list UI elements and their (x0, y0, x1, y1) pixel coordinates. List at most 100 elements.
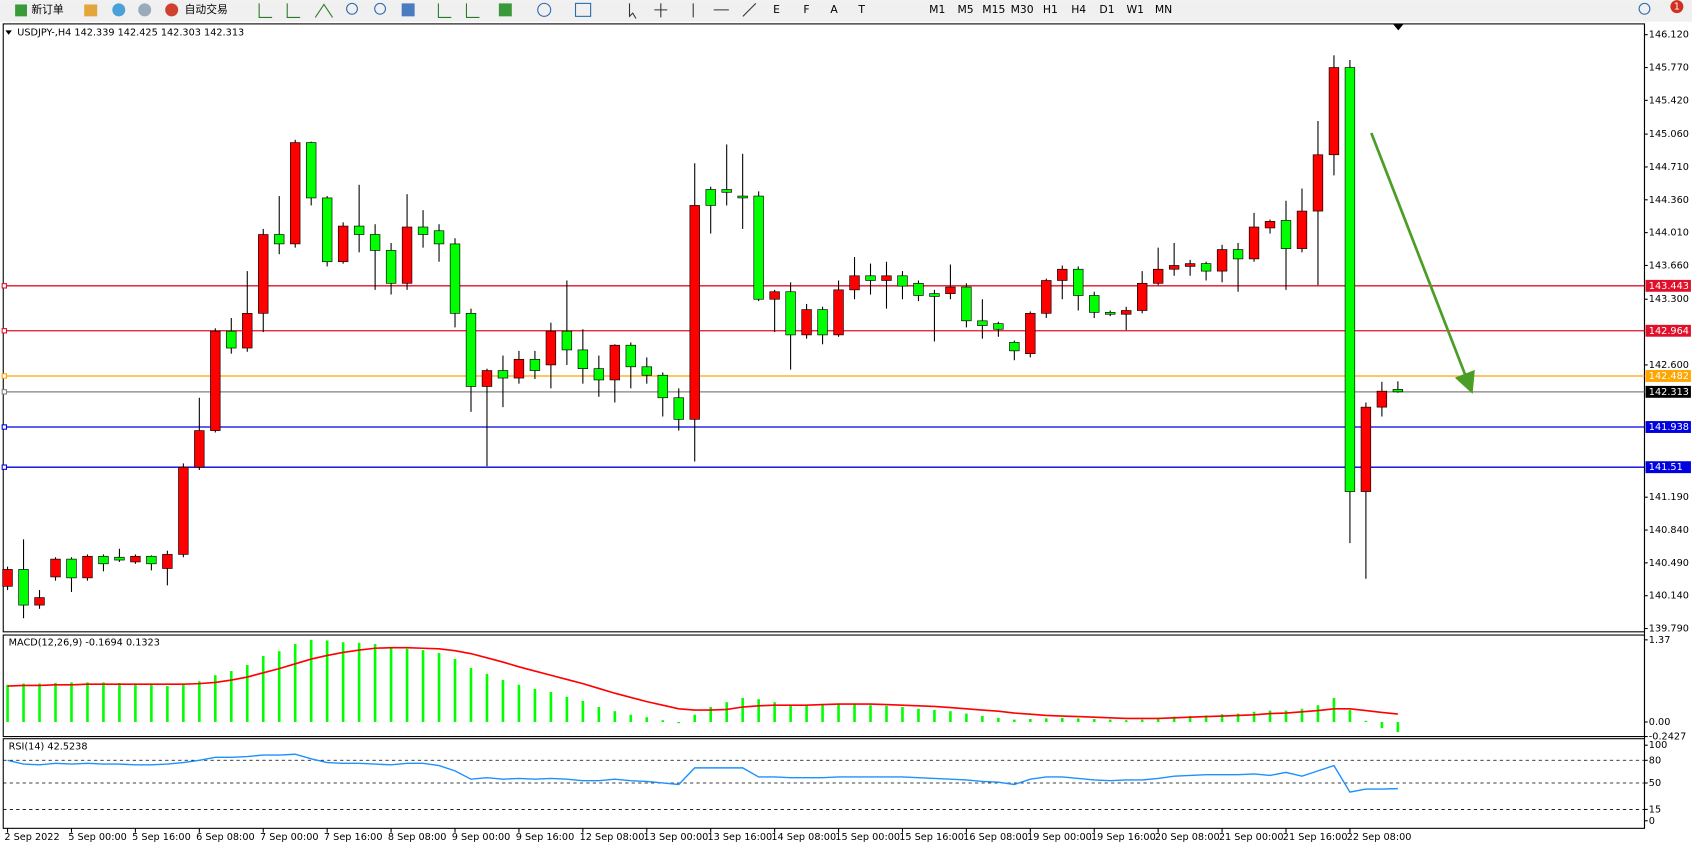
macd-bar (357, 642, 361, 723)
badge-bg (1670, 0, 1684, 14)
auto-trading-button[interactable]: 自动交易 (185, 3, 228, 16)
timeframe-button[interactable]: M1 (929, 3, 945, 16)
chart-type-icons[interactable] (258, 3, 334, 18)
macd-bar (134, 684, 137, 723)
macd-bar (869, 705, 872, 723)
y-tick-label: 15 (1649, 804, 1661, 815)
candle-body (1264, 221, 1276, 229)
x-tick-label: 16 Sep 08:00 (963, 832, 1028, 843)
macd-bar (214, 675, 217, 723)
y-tick-label: 144.010 (1649, 228, 1689, 239)
level-marker (1, 283, 8, 289)
tool[interactable]: F (803, 3, 809, 16)
macd-bar (1013, 719, 1016, 723)
y-tick-label: 100 (1649, 740, 1668, 751)
candle-body (961, 286, 972, 322)
new-order-icon[interactable] (15, 4, 27, 17)
icon[interactable] (138, 3, 152, 17)
candle-body (609, 344, 621, 381)
icon[interactable] (112, 3, 126, 17)
macd-bar (277, 651, 281, 723)
candle-body (641, 366, 652, 376)
timeframe-button[interactable]: M30 (1011, 3, 1034, 16)
candle-body (881, 275, 892, 281)
x-tick-label: 7 Sep 00:00 (260, 832, 319, 843)
candle-body (306, 142, 317, 199)
macd-bar (805, 705, 808, 723)
templates[interactable] (574, 2, 592, 17)
macd-bar (166, 686, 169, 723)
macd-bar (1396, 722, 1400, 733)
macd-bar (1236, 713, 1240, 723)
candle-body (721, 189, 732, 193)
zoom-in[interactable] (346, 2, 358, 15)
macd-bar (821, 705, 824, 723)
macd-bar (245, 665, 249, 723)
shift-marker (1392, 23, 1404, 31)
x-tick-label: 9 Sep 16:00 (516, 832, 575, 843)
macd-bar (613, 711, 617, 723)
macd-bar (645, 717, 649, 723)
tile[interactable] (401, 3, 415, 17)
candle-body (369, 234, 381, 251)
chart-title: USDJPY-,H4 142.339 142.425 142.303 142.3… (17, 28, 244, 39)
tool[interactable]: E (773, 3, 780, 16)
candle-body (1312, 154, 1324, 212)
candle-body (66, 558, 77, 579)
candle-body (146, 555, 157, 565)
auto-trading-icon[interactable] (165, 3, 179, 17)
candle-body (849, 275, 860, 291)
y-tick-label: 0.00 (1649, 717, 1671, 728)
candle-body (705, 189, 716, 206)
timeframe-button[interactable]: M5 (957, 3, 973, 16)
toolbar: 新订单 自动交易 E F A T M1 M5 M15 M30 H1 H4 D1 W1 MN 1 (0, 0, 1692, 22)
timeframe-button[interactable]: M15 (982, 3, 1005, 16)
indicators[interactable] (498, 3, 512, 17)
macd-bar (1364, 720, 1368, 723)
candle-body (1121, 310, 1132, 315)
zoom-out[interactable] (374, 2, 387, 15)
macd-title: MACD(12,26,9) -0.1694 0.1323 (9, 638, 160, 649)
candle-body (433, 230, 445, 245)
macd-bar (1300, 708, 1304, 723)
x-tick-label: 12 Sep 08:00 (580, 832, 645, 843)
search[interactable] (1638, 2, 1651, 15)
candle-body (769, 291, 780, 300)
candle-body (82, 555, 93, 579)
timeframe-button[interactable]: H4 (1071, 3, 1086, 16)
macd-frame (2, 634, 1646, 738)
timeframe-button[interactable]: W1 (1127, 3, 1145, 16)
x-tick-label: 5 Sep 00:00 (68, 832, 127, 843)
candle-body (178, 466, 189, 555)
candle-body (1152, 268, 1164, 284)
periods[interactable] (537, 2, 552, 17)
y-tick-label: -0.2427 (1649, 732, 1686, 743)
scroll-icons[interactable] (437, 3, 480, 18)
draw-tools[interactable] (628, 3, 757, 19)
candle-body (290, 142, 301, 245)
macd-bar (837, 704, 840, 723)
candle-body (401, 226, 413, 284)
macd-bar (182, 684, 185, 723)
level-marker (1, 464, 8, 470)
macd-bar (1140, 719, 1144, 723)
new-order-button[interactable]: 新订单 (31, 3, 64, 16)
macd-bar (725, 702, 728, 723)
candle-body (130, 555, 141, 563)
candle-body (833, 289, 844, 336)
timeframe-button[interactable]: H1 (1043, 3, 1058, 16)
icon[interactable] (84, 4, 98, 17)
candle-body (657, 374, 668, 399)
tool[interactable]: T (857, 3, 865, 16)
badge: 1 (1674, 2, 1680, 13)
candle-body (321, 197, 333, 263)
candle-body (18, 569, 29, 606)
candle-body (274, 234, 285, 245)
macd-bar (325, 640, 329, 723)
tool[interactable]: A (830, 3, 838, 16)
candle-body (1168, 265, 1180, 270)
timeframe-button[interactable]: D1 (1099, 3, 1114, 16)
y-tick-label: 141.190 (1649, 492, 1689, 503)
timeframe-button[interactable]: MN (1155, 3, 1172, 16)
y-tick-label: 140.840 (1649, 525, 1689, 536)
